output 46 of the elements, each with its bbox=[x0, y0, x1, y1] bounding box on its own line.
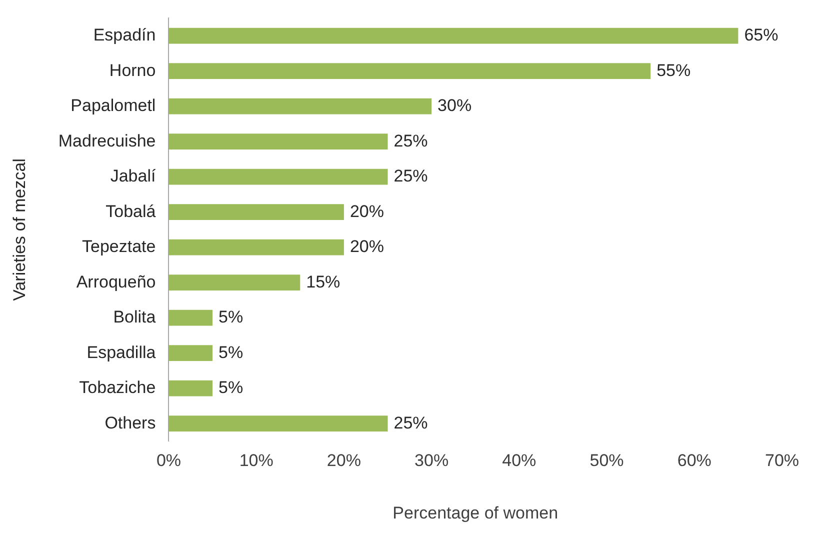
x-tick-label: 10% bbox=[239, 451, 274, 470]
data-label: 25% bbox=[394, 413, 428, 432]
y-tick-label: Espadín bbox=[93, 26, 156, 45]
bar bbox=[168, 63, 651, 80]
x-axis-title: Percentage of women bbox=[392, 503, 558, 522]
bar bbox=[168, 28, 738, 44]
y-tick-label: Others bbox=[104, 413, 156, 432]
y-tick-label: Tepeztate bbox=[82, 237, 156, 256]
x-tick-label: 20% bbox=[326, 451, 361, 470]
y-tick-label: Arroqueño bbox=[76, 272, 156, 292]
data-label: 20% bbox=[350, 202, 384, 221]
bar bbox=[168, 204, 344, 220]
data-label: 25% bbox=[394, 131, 428, 150]
bar bbox=[168, 416, 388, 432]
y-tick-label: Madrecuishe bbox=[58, 131, 156, 150]
data-label: 55% bbox=[656, 60, 691, 80]
x-tick-label: 0% bbox=[156, 451, 182, 470]
x-tick-label: 40% bbox=[502, 451, 536, 470]
bar bbox=[168, 239, 344, 256]
data-label: 25% bbox=[394, 166, 428, 186]
bar bbox=[168, 274, 300, 291]
data-label: 5% bbox=[218, 308, 244, 327]
y-tick-label: Bolita bbox=[113, 308, 156, 327]
data-label: 15% bbox=[306, 272, 340, 292]
y-axis-title: Varieties of mezcal bbox=[10, 158, 29, 301]
bar bbox=[168, 380, 213, 396]
x-tick-label: 50% bbox=[590, 451, 624, 470]
data-label: 5% bbox=[218, 378, 244, 398]
y-tick-label: Tobalá bbox=[106, 202, 156, 221]
y-tick-label: Papalometl bbox=[70, 96, 156, 116]
data-label: 65% bbox=[744, 26, 778, 45]
x-tick-label: 30% bbox=[414, 451, 449, 470]
bar bbox=[168, 98, 432, 114]
y-tick-label: Espadilla bbox=[86, 342, 156, 362]
y-tick-label: Jabalí bbox=[110, 166, 156, 186]
y-tick-label: Horno bbox=[109, 60, 156, 80]
data-label: 5% bbox=[218, 342, 244, 362]
y-tick-label: Tobaziche bbox=[79, 378, 156, 398]
data-label: 20% bbox=[350, 237, 384, 256]
bar bbox=[168, 168, 388, 185]
bar bbox=[168, 134, 388, 150]
bar bbox=[168, 345, 213, 362]
data-label: 30% bbox=[438, 96, 472, 116]
x-tick-label: 70% bbox=[764, 451, 800, 470]
bar bbox=[168, 310, 213, 326]
x-tick-label: 60% bbox=[677, 451, 712, 470]
